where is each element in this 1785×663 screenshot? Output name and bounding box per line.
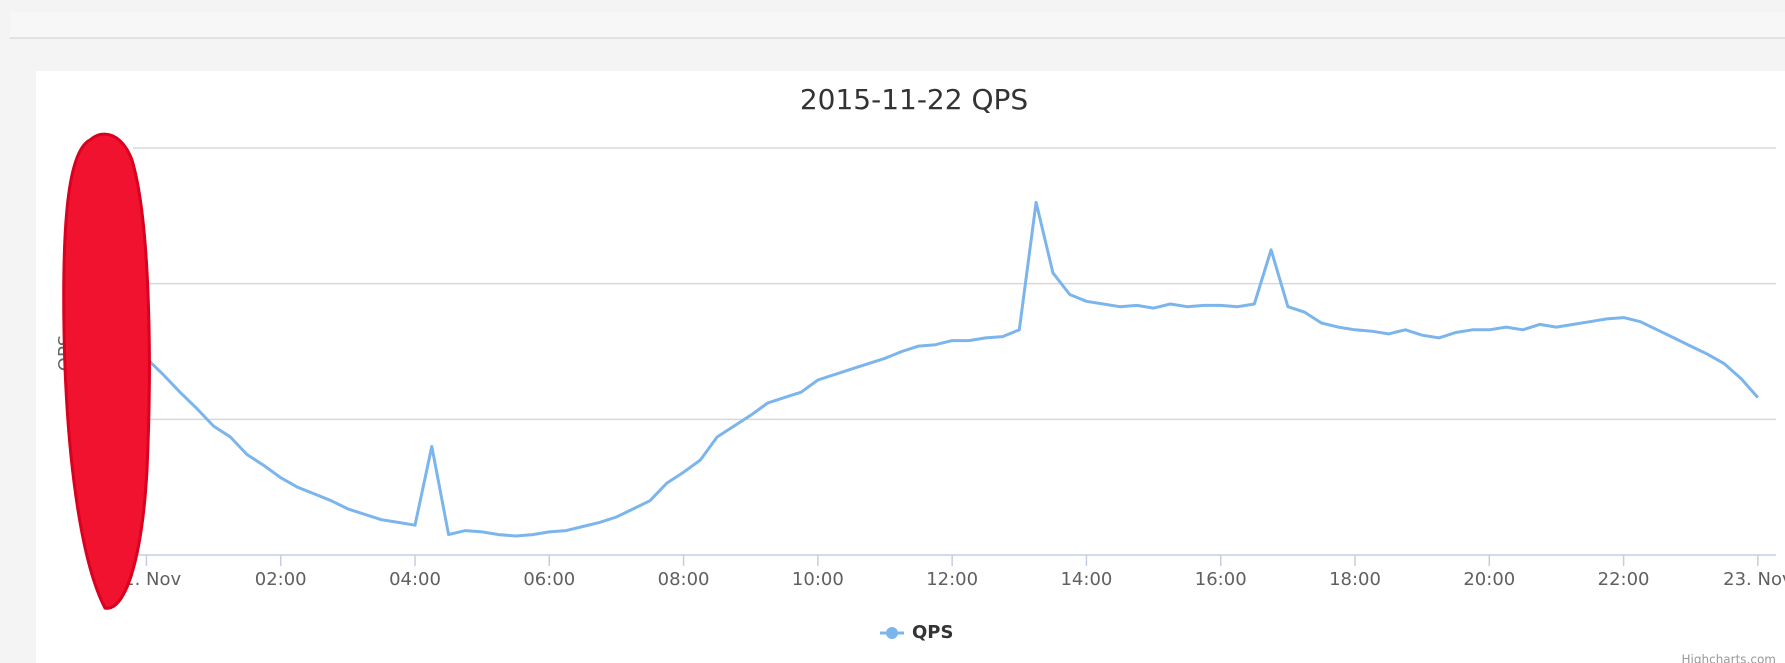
legend-label: QPS bbox=[912, 622, 953, 643]
x-tick-label: 08:00 bbox=[658, 569, 710, 590]
x-tick-label: 12:00 bbox=[926, 569, 978, 590]
x-tick-label: 10:00 bbox=[792, 569, 844, 590]
chart-title: 2015-11-22 QPS bbox=[800, 83, 1028, 116]
x-tick-label: 20:00 bbox=[1463, 569, 1515, 590]
x-tick-label: 16:00 bbox=[1195, 569, 1247, 590]
x-tick-label: 04:00 bbox=[389, 569, 441, 590]
x-tick-label: 22:00 bbox=[1598, 569, 1650, 590]
top-strip bbox=[0, 0, 1785, 12]
page: 2015-11-22 QPS QPS Highcharts.com 012322… bbox=[0, 0, 1785, 663]
x-tick-label: 23. Nov bbox=[1723, 569, 1785, 590]
chart: 2015-11-22 QPS QPS Highcharts.com 012322… bbox=[0, 0, 1785, 663]
legend-marker bbox=[886, 627, 898, 639]
x-tick-label: 14:00 bbox=[1060, 569, 1112, 590]
x-tick-label: 02:00 bbox=[255, 569, 307, 590]
toolbar bbox=[10, 12, 1785, 38]
credits: Highcharts.com bbox=[1682, 653, 1776, 663]
x-tick-label: 18:00 bbox=[1329, 569, 1381, 590]
x-tick-label: 06:00 bbox=[523, 569, 575, 590]
